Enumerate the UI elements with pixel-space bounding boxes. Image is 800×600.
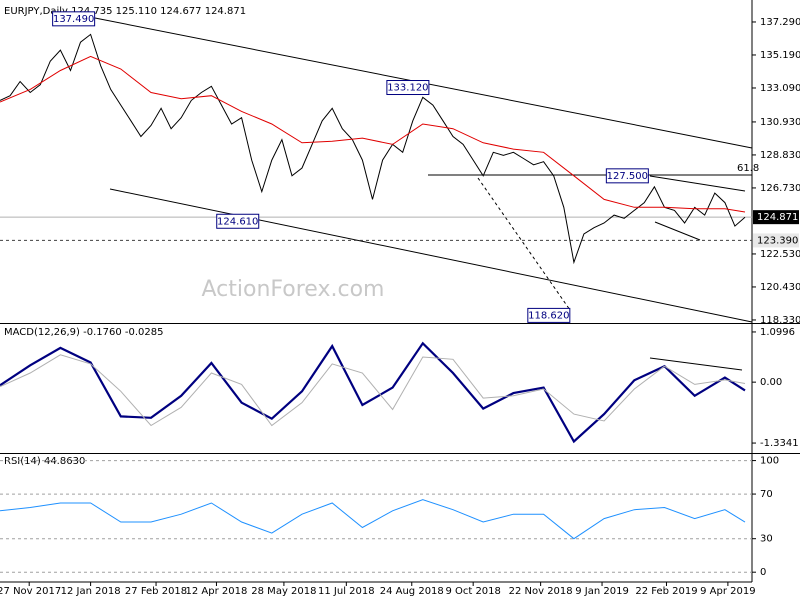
level-label: 124.871: [757, 212, 798, 223]
x-tick-label: 27 Feb 2018: [125, 586, 187, 597]
y-tick-label: 100: [760, 456, 779, 467]
annotation-label: 118.620: [528, 310, 569, 321]
series-line: [0, 499, 746, 540]
y-tick-label: 120.430: [760, 282, 800, 293]
annotation: 137.490: [52, 11, 96, 27]
annotation-box: [386, 80, 430, 96]
level-label-box: [753, 233, 799, 248]
level-label: 123.390: [757, 235, 798, 246]
y-tick-label: 1.0996: [760, 327, 795, 338]
drop-line: [477, 177, 571, 311]
series-line: [0, 354, 746, 427]
annotation-box: [52, 11, 96, 27]
x-tick-label: 12 Apr 2018: [186, 586, 248, 597]
level-label-box: [753, 210, 799, 225]
x-tick-label: 9 Apr 2019: [700, 586, 755, 597]
y-tick-label: 135.190: [760, 50, 800, 61]
annotation: 127.500: [605, 168, 649, 184]
annotation-label: 137.490: [53, 14, 94, 25]
series-line: [0, 55, 746, 213]
annotation: 118.620: [527, 307, 571, 323]
x-tick-label: 22 Nov 2018: [509, 586, 573, 597]
annotation: 133.120: [386, 80, 430, 96]
triangle-lower: [654, 221, 701, 241]
y-tick-label: 128.830: [760, 150, 800, 161]
annotation-box: [527, 307, 571, 323]
frame: [0, 0, 800, 583]
x-tick-label: 24 Aug 2018: [380, 586, 444, 597]
y-tick-label: -1.3341: [760, 438, 799, 449]
triangle-upper: [649, 175, 746, 192]
x-tick-label: 28 May 2018: [251, 586, 316, 597]
y-tick-label: 133.090: [760, 83, 800, 94]
annotation-label: 133.120: [387, 83, 428, 94]
x-tick-label: 9 Jan 2019: [575, 586, 629, 597]
x-tick-label: 27 Nov 2017: [0, 586, 61, 597]
y-tick-label: 0: [760, 567, 766, 578]
y-tick-label: 137.290: [760, 17, 800, 28]
y-tick-label: 130.930: [760, 117, 800, 128]
panel-title: EURJPY,Daily 124.735 125.110 124.677 124…: [4, 6, 246, 17]
y-tick-label: 122.530: [760, 249, 800, 260]
panel-title: RSI(14) 44.8630: [4, 456, 85, 467]
y-tick-label: 30: [760, 534, 773, 545]
annotation: 124.610: [216, 213, 260, 229]
series-line: [0, 33, 746, 265]
panel-title: MACD(12,26,9) -0.1760 -0.0285: [4, 327, 164, 338]
annotation-box: [216, 213, 260, 229]
x-tick-label: 22 Feb 2019: [635, 586, 697, 597]
y-tick-label: 70: [760, 489, 773, 500]
annotation-box: [605, 168, 649, 184]
annotation-label: 124.610: [217, 216, 258, 227]
series-line: [0, 341, 746, 444]
annotation-label: 127.500: [607, 171, 648, 182]
fib-label: 61.8: [737, 163, 759, 174]
y-tick-label: 126.730: [760, 183, 800, 194]
x-tick-label: 12 Jan 2018: [61, 586, 121, 597]
x-tick-label: 9 Oct 2018: [445, 586, 500, 597]
x-tick-label: 11 Jul 2018: [318, 586, 375, 597]
channel-lower: [109, 188, 753, 323]
y-tick-label: 118.330: [760, 315, 800, 326]
y-tick-label: 0.00: [760, 377, 782, 388]
watermark: ActionForex.com: [202, 277, 385, 302]
macd-trendline: [649, 357, 743, 371]
